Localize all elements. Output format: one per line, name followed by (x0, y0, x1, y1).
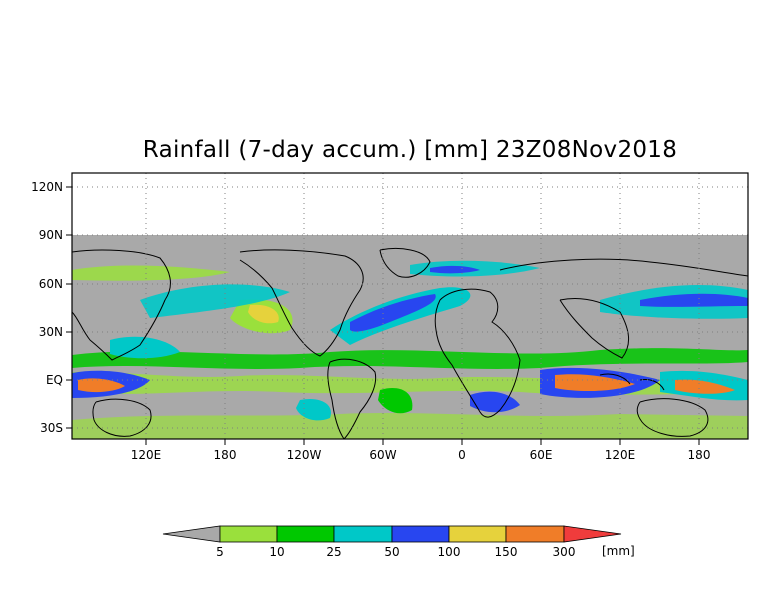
axis-ticks (66, 186, 700, 445)
colorbar-label-150: 150 (495, 545, 518, 559)
colorbar-bin-5-10 (219, 525, 278, 543)
colorbar-bin-150-300 (505, 525, 565, 543)
lon-label-120e-right: 120E (605, 448, 636, 462)
lon-label-120e: 120E (131, 448, 162, 462)
lon-label-120w: 120W (287, 448, 322, 462)
colorbar-bin-50-100 (391, 525, 450, 543)
lon-label-60w: 60W (369, 448, 396, 462)
lat-label-eq: EQ (46, 373, 63, 387)
colorbar-label-25: 25 (326, 545, 341, 559)
colorbar: 5 10 25 50 100 150 300 [mm] (162, 525, 635, 559)
lon-label-180-right: 180 (688, 448, 711, 462)
lon-label-180: 180 (214, 448, 237, 462)
lon-label-0: 0 (458, 448, 466, 462)
map-title: Rainfall (7-day accum.) [mm] 23Z08Nov201… (142, 137, 678, 163)
colorbar-label-100: 100 (438, 545, 461, 559)
coastlines (72, 248, 748, 439)
colorbar-label-5: 5 (216, 545, 224, 559)
colorbar-label-10: 10 (269, 545, 284, 559)
plot-frame (71, 172, 749, 440)
colorbar-label-50: 50 (384, 545, 399, 559)
colorbar-unit: [mm] (602, 544, 635, 558)
colorbar-label-300: 300 (553, 545, 576, 559)
colorbar-right-triangle (563, 525, 622, 543)
colorbar-bin-10-25 (276, 525, 335, 543)
rain-bands (72, 260, 748, 439)
lat-label-30n: 30N (39, 325, 63, 339)
lat-label-60n: 60N (39, 277, 63, 291)
lat-label-30s: 30S (40, 421, 63, 435)
lon-label-60e: 60E (530, 448, 553, 462)
lat-label-120n: 120N (31, 180, 63, 194)
colorbar-bin-100-150 (448, 525, 507, 543)
lat-label-90n: 90N (39, 228, 63, 242)
colorbar-left-triangle (162, 525, 221, 543)
colorbar-bin-25-50 (333, 525, 393, 543)
